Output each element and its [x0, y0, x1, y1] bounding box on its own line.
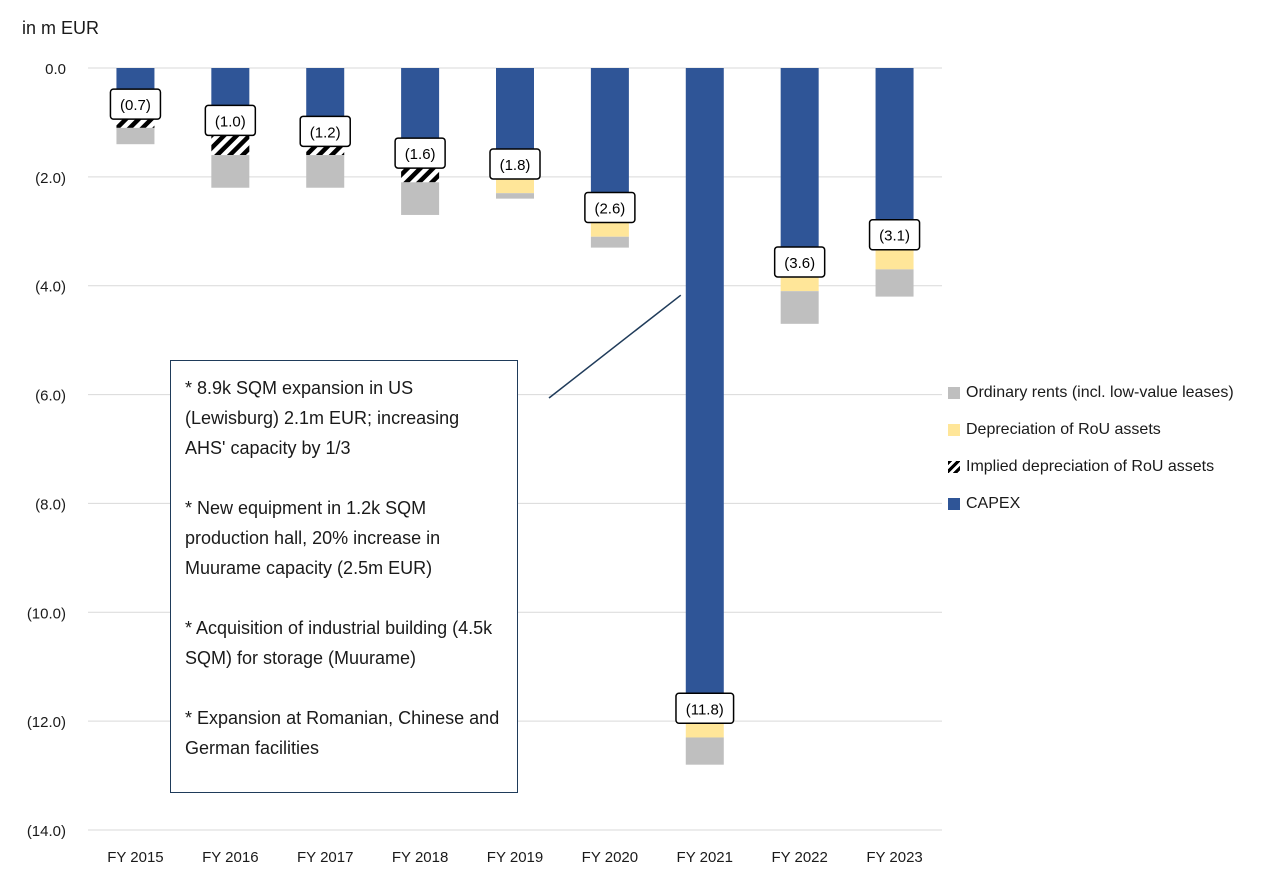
- bar-total-label-text: (2.6): [594, 201, 625, 218]
- bar-total-label: (1.8): [489, 148, 541, 180]
- legend-label: Ordinary rents (incl. low-value leases): [966, 383, 1234, 401]
- bar-total-label-box: [584, 191, 636, 224]
- legend-label: Implied depreciation of RoU assets: [966, 457, 1215, 475]
- annotation-leader-line: [548, 294, 682, 399]
- y-tick-label: (10.0): [27, 605, 66, 622]
- bar-total-label-text: (3.1): [879, 228, 910, 245]
- legend-item-rents: Ordinary rents (incl. low-value leases): [948, 374, 1234, 411]
- x-tick-label: FY 2019: [487, 849, 543, 866]
- legend-label: CAPEX: [966, 494, 1021, 512]
- annotation-line: * New equipment in 1.2k SQM production h…: [185, 498, 441, 578]
- bar-segment-rents: [496, 193, 534, 199]
- bar-total-label: (3.1): [868, 218, 921, 251]
- y-tick-label: (14.0): [27, 823, 66, 840]
- legend-swatch-rou: [948, 423, 960, 436]
- legend-item-capex: CAPEX: [948, 485, 1234, 522]
- chart-legend: Ordinary rents (incl. low-value leases) …: [948, 374, 1234, 522]
- legend-item-rou: Depreciation of RoU assets: [948, 411, 1234, 448]
- x-tick-label: FY 2023: [866, 849, 922, 866]
- x-tick-label: FY 2018: [392, 849, 448, 866]
- bar-total-label-text: (1.8): [500, 157, 531, 174]
- bar-segment-capex: [496, 68, 534, 161]
- bar-total-label-text: (11.8): [686, 701, 724, 718]
- annotation-line: * Acquisition of industrial building (4.…: [185, 618, 493, 668]
- bar-total-labels: (0.7) (1.0) (1.2) (1.6) (1.8) (2.6) (11.8) (3.6…: [109, 88, 921, 725]
- bar-total-label: (1.2): [299, 115, 351, 148]
- bar-total-label-box: [773, 246, 826, 278]
- bar-segment-rents: [780, 291, 819, 324]
- legend-item-implied: Implied depreciation of RoU assets: [948, 448, 1234, 485]
- y-tick-label: (8.0): [35, 496, 66, 513]
- y-tick-label: (12.0): [27, 714, 66, 731]
- bar-segment-rents: [306, 155, 345, 188]
- unit-label: in m EUR: [22, 18, 100, 38]
- x-tick-label: FY 2021: [677, 849, 733, 866]
- y-tick-label: (2.0): [35, 170, 66, 187]
- y-axis: 0.0 (2.0) (4.0) (6.0) (8.0) (10.0) (12.0) (14.0…: [27, 61, 66, 840]
- bar-segment-rents: [116, 127, 155, 145]
- bar-total-label: (1.0): [204, 104, 257, 137]
- legend-swatch-implied: [948, 460, 960, 473]
- bar-total-label-box: [109, 88, 162, 120]
- bar-segment-rents: [875, 269, 914, 297]
- bar-segment-capex: [685, 68, 724, 705]
- bar-total-label-box: [299, 115, 351, 148]
- bar-total-label-text: (3.6): [784, 255, 815, 272]
- legend-swatch-rents: [948, 386, 960, 399]
- annotation-box: * 8.9k SQM expansion in US (Lewisburg) 2…: [170, 360, 518, 793]
- bar-total-label-box: [489, 148, 541, 180]
- bar-segment-rents: [211, 155, 250, 188]
- bar-segment-capex: [780, 68, 819, 259]
- bar-total-label: (2.6): [584, 191, 636, 224]
- bar-total-label-box: [675, 692, 735, 725]
- bar-total-label-text: (1.6): [405, 146, 436, 163]
- bar-segment-capex: [875, 68, 914, 232]
- bar-total-label-box: [868, 218, 921, 251]
- x-tick-label: FY 2017: [297, 849, 353, 866]
- x-tick-label: FY 2016: [202, 849, 258, 866]
- x-tick-label: FY 2022: [771, 849, 827, 866]
- bar-total-label-text: (0.7): [120, 97, 151, 114]
- leader-line: [548, 294, 682, 399]
- y-tick-label: 0.0: [45, 61, 66, 78]
- bar-total-label: (0.7): [109, 88, 162, 120]
- bar-segment-capex: [401, 68, 440, 150]
- bar-segment-rents: [401, 182, 440, 215]
- bar-total-label-text: (1.0): [215, 113, 246, 130]
- x-axis: FY 2015 FY 2016 FY 2017 FY 2018 FY 2019 FY 20…: [107, 849, 923, 866]
- bar-total-label: (1.6): [394, 137, 446, 169]
- y-tick-label: (4.0): [35, 279, 66, 296]
- annotation-line: * Expansion at Romanian, Chinese and Ger…: [185, 708, 500, 758]
- y-tick-label: (6.0): [35, 388, 66, 405]
- bar-total-label: (11.8): [675, 692, 735, 725]
- x-tick-label: FY 2020: [582, 849, 638, 866]
- x-tick-label: FY 2015: [107, 849, 163, 866]
- bar-total-label-box: [394, 137, 446, 169]
- bar-total-label: (3.6): [773, 246, 826, 278]
- annotation-line: * 8.9k SQM expansion in US (Lewisburg) 2…: [185, 378, 460, 458]
- bar-segment-rents: [685, 737, 724, 765]
- bar-segment-capex: [590, 68, 629, 205]
- bar-total-label-text: (1.2): [310, 124, 341, 141]
- bar-segment-rents: [590, 236, 629, 248]
- legend-label: Depreciation of RoU assets: [966, 420, 1161, 438]
- bar-total-label-box: [204, 104, 257, 137]
- legend-swatch-capex: [948, 497, 960, 510]
